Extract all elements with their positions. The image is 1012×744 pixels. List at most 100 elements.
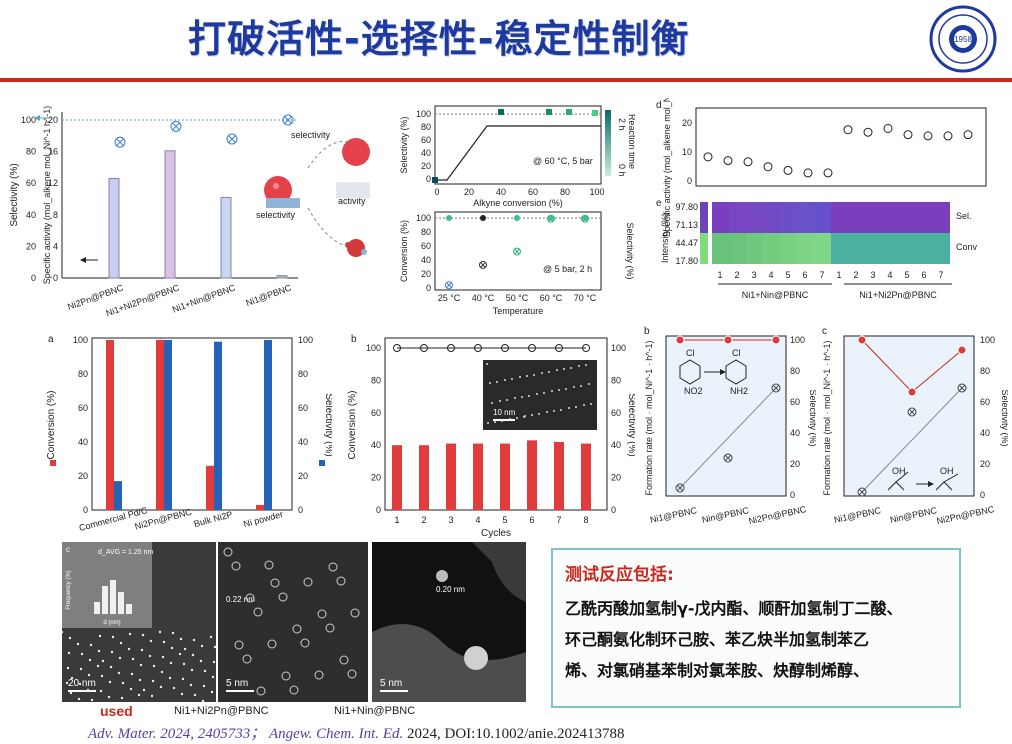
upper-ytick-5: 0 — [426, 174, 431, 184]
tem3-scalebar: 5 nm — [380, 678, 408, 692]
tem-atom — [171, 631, 175, 635]
a-ytick-right-2: 60 — [298, 403, 308, 413]
tl-ytick-right-2: 12 — [48, 178, 58, 188]
heat-cell-sel-14 — [933, 202, 950, 233]
b-conversion-bar-7 — [554, 441, 564, 510]
tem-atom — [76, 642, 80, 646]
tl-ytick-left-2: 60 — [26, 178, 36, 188]
tem-atom — [131, 657, 135, 661]
tem-atom — [99, 689, 103, 693]
b-inset-atom — [551, 390, 553, 392]
tem-atom — [212, 660, 216, 664]
heat-cell-conv-5 — [780, 233, 797, 264]
b-ytick-left-2: 60 — [371, 408, 381, 418]
d-point-13 — [943, 131, 953, 141]
d-point-3 — [743, 157, 753, 167]
tem-cluster — [223, 547, 233, 557]
b-ytick-right-4: 20 — [611, 473, 621, 483]
c1-rate-point-3 — [771, 383, 781, 393]
heat-xtick-12: 6 — [921, 270, 926, 280]
tem-atom — [200, 644, 204, 648]
heat-cell-sel-8 — [831, 202, 848, 233]
b-inset-atom — [489, 382, 491, 384]
b-conversion-bar-8 — [581, 443, 591, 510]
d-ytick-0: 20 — [682, 118, 692, 128]
panel-tag-d: d — [656, 100, 662, 111]
panel-tag-e: e — [656, 198, 662, 209]
b-inset-atom — [494, 421, 496, 423]
lower-ytick-0: 100 — [416, 213, 431, 223]
upper-ylabel: Selectivity (%) — [399, 116, 409, 173]
panel-c2-alkynol: c 100 80 60 40 20 0 Formation rate (mol · mol… — [818, 322, 1008, 540]
b-xtick-4: 4 — [475, 515, 480, 525]
tem-atom — [140, 648, 144, 652]
selectivity-dot-1 — [446, 215, 452, 221]
mol-no2: NO2 — [684, 386, 703, 396]
tem-atom — [172, 686, 176, 690]
legend-bottom: 0 h — [617, 164, 627, 177]
b-inset-atom — [568, 407, 570, 409]
c1-selectivity-point-1 — [675, 335, 685, 345]
tl-ytick-left-0: 100 — [21, 115, 36, 125]
lower-ytick-2: 60 — [421, 241, 431, 251]
a-category-4: Ni powder — [242, 509, 284, 529]
c1-ytick-right-3: 40 — [790, 428, 800, 438]
c1-ylabel-left: Formation rate (mol · mol_Ni^-1 · h^-1) — [644, 341, 654, 496]
tem-atom — [181, 677, 185, 681]
heat-xtick-13: 7 — [938, 270, 943, 280]
tem-atom — [97, 649, 101, 653]
legend-top: 2 h — [617, 118, 627, 131]
tem-cluster — [281, 671, 291, 681]
tem-atom — [161, 655, 165, 659]
b-inset-atom — [563, 368, 565, 370]
tem-atom — [148, 654, 152, 658]
tem-atom — [117, 671, 121, 675]
heat-cell-sel-3 — [746, 202, 763, 233]
b-inset-atom — [583, 404, 585, 406]
selectivity-point-2 — [170, 120, 182, 132]
tem-atom — [210, 690, 214, 694]
tem-cluster — [350, 608, 360, 618]
tem-cluster — [234, 640, 244, 650]
tem-atom — [149, 639, 153, 643]
hist-bar-3 — [110, 580, 116, 614]
tem-cluster — [292, 624, 302, 634]
d-point-1 — [703, 152, 713, 162]
b-ytick-right-1: 80 — [611, 375, 621, 385]
tem-cluster — [253, 607, 263, 617]
c2-plot-frame — [843, 335, 975, 497]
upper-xtick-4: 80 — [560, 187, 570, 197]
tem-atom — [107, 695, 111, 699]
b-inset-scale: 10 nm — [493, 408, 516, 417]
c1-selectivity-point-2 — [723, 335, 733, 345]
tem-atom — [151, 679, 155, 683]
tem-atom — [160, 670, 164, 674]
tem-atom — [68, 636, 72, 640]
schematic-label-activity: activity — [338, 196, 366, 206]
b-inset-atom — [585, 364, 587, 366]
b-inset-atom — [541, 372, 543, 374]
tem-atom — [69, 691, 73, 695]
tem-image-2-canvas: 0.22 nm — [218, 542, 368, 702]
tl-ytick-left-3: 40 — [26, 210, 36, 220]
reaction-point-5 — [592, 110, 598, 116]
b-inset-atom — [526, 375, 528, 377]
tem2-scalebar: 5 nm — [226, 678, 254, 692]
group-label-1: Ni1+Nin@PBNC — [742, 290, 809, 300]
tem-atom — [211, 675, 215, 679]
selectivity-dot-4 — [548, 215, 554, 221]
a-conversion-bar-1 — [106, 340, 114, 510]
tem-atom — [120, 696, 124, 700]
tem-atom — [180, 692, 184, 696]
c2-rate-point-2 — [907, 407, 917, 417]
d-point-8 — [843, 125, 853, 135]
conversion-point-2 — [479, 260, 487, 269]
lower-ytick-5: 0 — [426, 283, 431, 293]
b-inset-atom — [496, 381, 498, 383]
heat-xtick-4: 5 — [785, 270, 790, 280]
reactions-line-2: 环己酮氨化制环己胺、苯乙炔半加氢制苯乙 — [565, 630, 870, 649]
ref-rest: 2024, DOI:10.1002/anie.202413788 — [407, 726, 625, 742]
d-point-4 — [763, 162, 773, 172]
tem-atom — [202, 684, 206, 688]
